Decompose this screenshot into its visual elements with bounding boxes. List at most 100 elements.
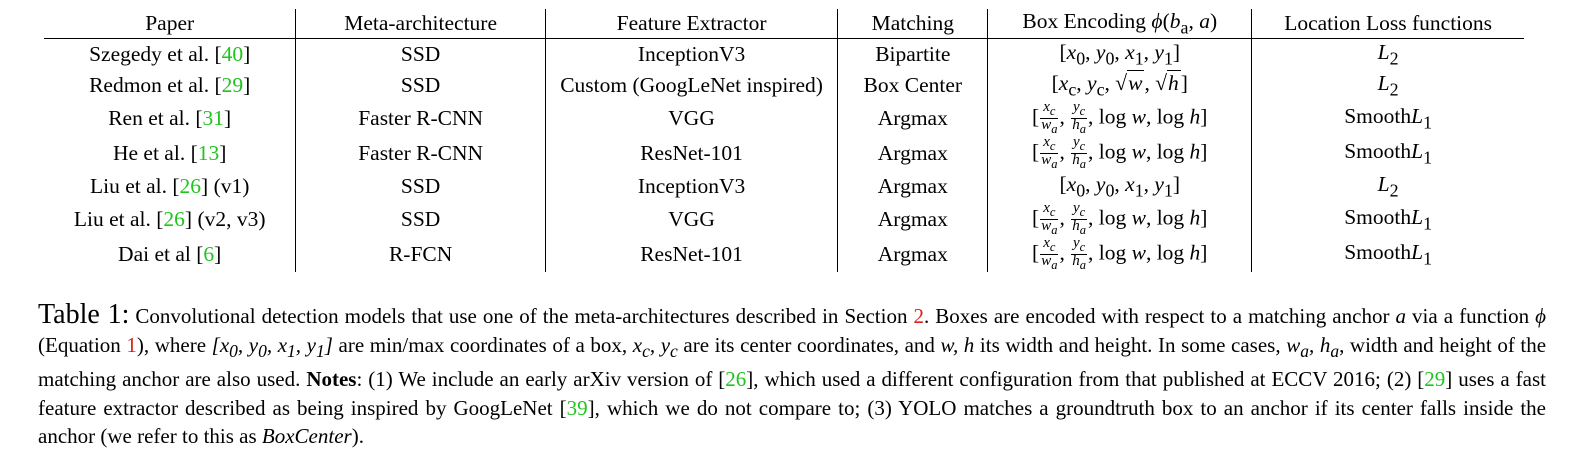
author-suffix: ] xyxy=(214,242,222,267)
cell-paper: Liu et al. [26] (v2, v3) xyxy=(44,202,296,237)
cell-feature-extractor: InceptionV3 xyxy=(544,171,838,203)
author-text: Redmon et al. [ xyxy=(89,73,222,98)
author-text: Liu et al. [ xyxy=(73,207,164,232)
caption-text: ] uses a fast feature extractor describe… xyxy=(38,367,1546,420)
cell-box-encoding: [xc wa, yc ha, log w, log h] xyxy=(987,135,1252,172)
cell-meta-architecture: R-FCN xyxy=(295,237,546,273)
citation-link[interactable]: 29 xyxy=(221,73,244,98)
section-ref-link[interactable]: 2 xyxy=(913,304,925,328)
caption-text: are min/max coordinates of a box, xyxy=(332,332,633,357)
cell-meta-architecture: SSD xyxy=(295,38,546,71)
cell-feature-extractor: ResNet-101 xyxy=(544,136,838,172)
cell-feature-extractor: ResNet-101 xyxy=(544,237,838,273)
cell-feature-extractor: InceptionV3 xyxy=(544,38,838,71)
cell-matching: Argmax xyxy=(837,237,988,273)
caption-text: ), where xyxy=(136,332,212,357)
author-text: Liu et al. [ xyxy=(89,174,180,199)
cell-meta-architecture: SSD xyxy=(295,202,546,238)
table-header-row: Paper Meta-architecture Feature Extracto… xyxy=(44,9,1524,40)
cell-box-encoding: [xc wa, yc ha, log w, log h] xyxy=(987,100,1252,137)
caption-text: Convolutional detection models that use … xyxy=(129,304,914,328)
table-row: Redmon et al. [29] SSD Custom (GoogLeNet i… xyxy=(44,70,1524,102)
cell-box-encoding: [xc wa, yc ha, log w, log h] xyxy=(987,201,1252,238)
author-suffix: ] (v2, v3) xyxy=(184,207,266,232)
equation-ref-link[interactable]: 1 xyxy=(126,332,137,357)
author-text: He et al. [ xyxy=(112,141,198,166)
author-suffix: ] xyxy=(224,106,232,131)
cell-paper: Redmon et al. [29] xyxy=(44,70,296,101)
caption-text: . Boxes are encoded with respect to a ma… xyxy=(924,304,1396,328)
citation-link[interactable]: 39 xyxy=(566,395,588,420)
header-matching: Matching xyxy=(837,9,988,40)
author-suffix: ] xyxy=(243,73,251,98)
notes-label: Notes xyxy=(306,367,357,392)
cell-matching: Argmax xyxy=(837,101,988,137)
table-row: Szegedy et al. [40] SSD InceptionV3 Biparti… xyxy=(44,38,1524,71)
cell-box-encoding: [x0, y0, x1, y1] xyxy=(987,38,1252,71)
cell-matching: Bipartite xyxy=(837,38,988,71)
cell-paper: Dai et al [6] xyxy=(44,237,296,272)
citation-link[interactable]: 31 xyxy=(202,106,225,131)
math-center: xc, yc xyxy=(632,332,678,361)
table-row: He et al. [13] Faster R-CNN ResNet-101 Argm… xyxy=(44,135,1524,172)
citation-link[interactable]: 13 xyxy=(197,141,220,166)
cell-matching: Argmax xyxy=(837,171,988,203)
cell-meta-architecture: SSD xyxy=(295,70,546,102)
citation-link[interactable]: 40 xyxy=(221,42,244,67)
cell-location-loss: SmoothL1 xyxy=(1251,101,1524,137)
header-location-loss: Location Loss functions xyxy=(1251,9,1524,40)
math-box-coords: [x0, y0, x1, y1] xyxy=(211,332,333,361)
cell-feature-extractor: VGG xyxy=(544,202,838,238)
author-text: Szegedy et al. [ xyxy=(89,42,222,67)
caption-text: ], which used a different configuration … xyxy=(746,367,1425,392)
cell-matching: Argmax xyxy=(837,136,988,172)
cell-feature-extractor: Custom (GoogLeNet inspired) xyxy=(544,70,838,102)
author-suffix: ] xyxy=(243,42,251,67)
cell-paper: Ren et al. [31] xyxy=(44,101,296,136)
cell-paper: Szegedy et al. [40] xyxy=(44,39,296,71)
table-row: Dai et al [6] R-FCN ResNet-101 Argmax[xc wa,… xyxy=(44,236,1524,273)
caption-text: ). xyxy=(351,424,364,449)
caption-text: its width and height. In some cases, xyxy=(974,332,1287,357)
math-anchor: a xyxy=(1395,304,1407,328)
cell-meta-architecture: Faster R-CNN xyxy=(295,136,546,172)
cell-matching: Box Center xyxy=(837,70,988,102)
cell-location-loss: SmoothL1 xyxy=(1251,136,1524,172)
citation-link[interactable]: 26 xyxy=(163,207,185,232)
boxcenter-term: BoxCenter xyxy=(261,424,352,449)
author-text: Dai et al [ xyxy=(118,242,204,267)
author-suffix: ] (v1) xyxy=(201,174,250,199)
cell-box-encoding: [x0, y0, x1, y1] xyxy=(987,171,1252,203)
header-feature-extractor: Feature Extractor xyxy=(544,9,838,40)
author-suffix: ] xyxy=(219,141,227,166)
cell-location-loss: SmoothL1 xyxy=(1251,237,1524,273)
cell-location-loss: L2 xyxy=(1251,171,1524,203)
math-wh: w, h xyxy=(940,332,975,357)
cell-meta-architecture: Faster R-CNN xyxy=(295,101,546,137)
cell-location-loss: SmoothL1 xyxy=(1251,202,1524,238)
caption-text: (Equation xyxy=(38,332,127,357)
citation-link[interactable]: 6 xyxy=(203,242,215,267)
cell-matching: Argmax xyxy=(837,202,988,238)
models-table: Paper Meta-architecture Feature Extracto… xyxy=(44,9,1524,273)
math-phi: ϕ xyxy=(1535,304,1546,328)
citation-link[interactable]: 29 xyxy=(1424,367,1446,392)
citation-link[interactable]: 26 xyxy=(725,367,747,392)
cell-box-encoding: [xc, yc, √w, √h] xyxy=(987,70,1252,102)
citation-link[interactable]: 26 xyxy=(179,174,202,199)
table-caption: Table 1: Convolutional detection models … xyxy=(38,299,1546,451)
cell-location-loss: L2 xyxy=(1251,38,1524,71)
header-box-encoding: Box Encoding ϕ(ba, a) xyxy=(987,9,1252,40)
cell-paper: He et al. [13] xyxy=(44,136,296,171)
caption-text: : (1) We include an early arXiv version … xyxy=(356,367,726,392)
math-anchor-wh: wa, ha xyxy=(1286,332,1340,361)
table-row: Liu et al. [26] (v2, v3) SSD VGG Argmax[xc w… xyxy=(44,201,1524,238)
header-meta-architecture: Meta-architecture xyxy=(295,9,546,40)
caption-text: are its center coordinates, and xyxy=(677,332,941,357)
table-row: Ren et al. [31] Faster R-CNN VGG Argmax[xc w… xyxy=(44,100,1524,137)
author-text: Ren et al. [ xyxy=(108,106,203,131)
table-row: Liu et al. [26] (v1) SSD InceptionV3 Argmax… xyxy=(44,171,1524,203)
caption-label: Table 1: xyxy=(38,299,130,330)
caption-text: ], which we do not compare to; (3) YOLO … xyxy=(38,395,1546,449)
cell-meta-architecture: SSD xyxy=(295,171,546,203)
